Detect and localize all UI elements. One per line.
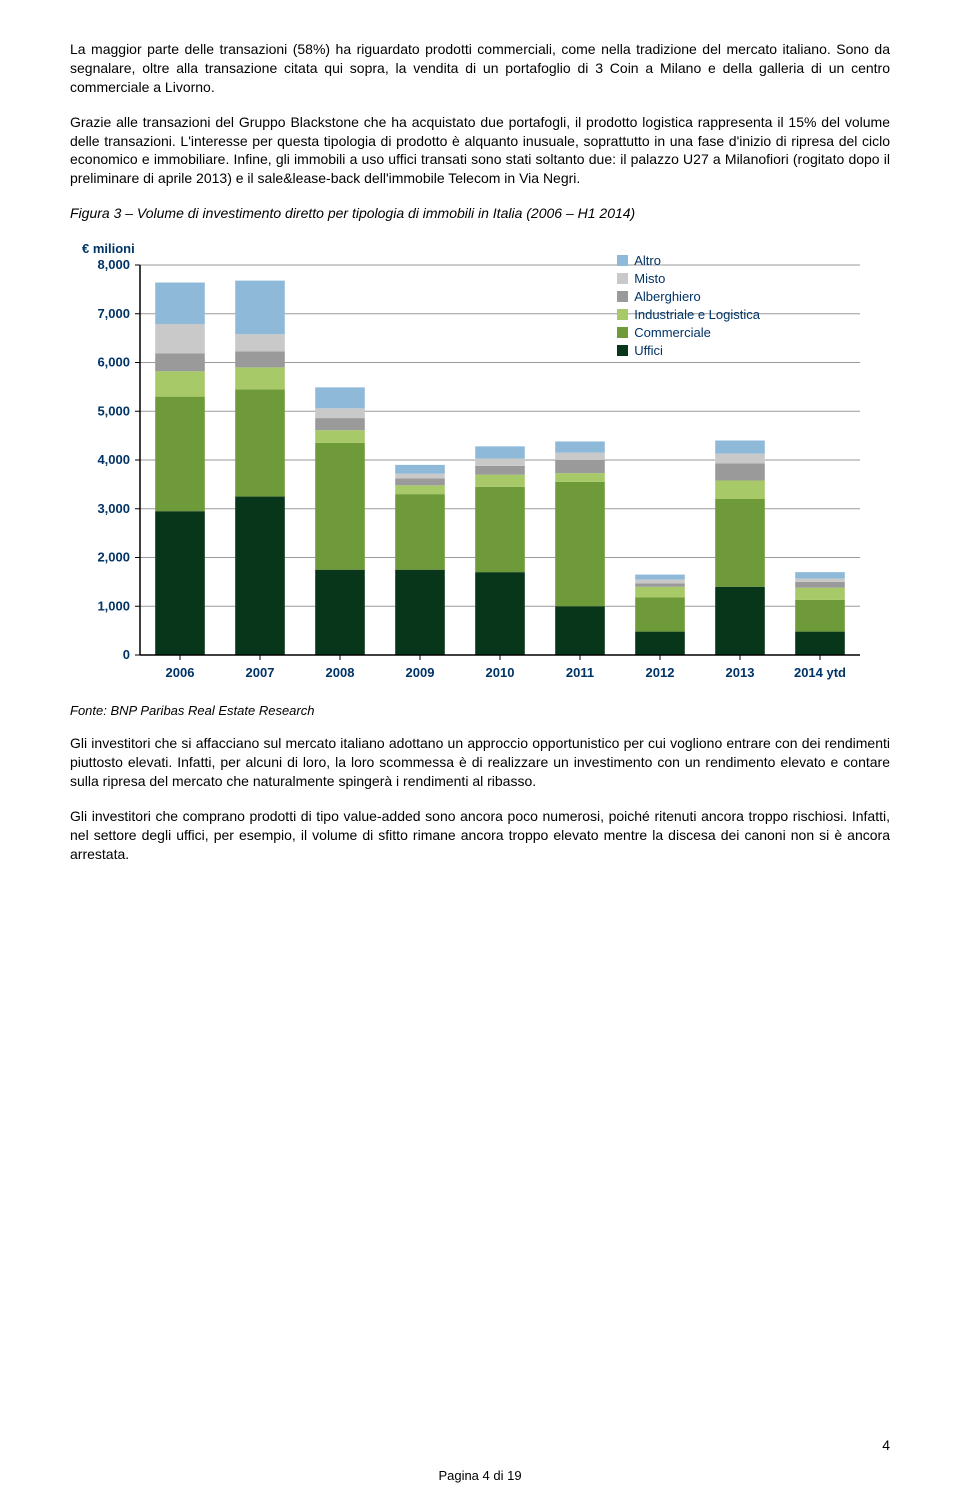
svg-text:2011: 2011 [566,665,594,680]
legend-label: Industriale e Logistica [634,307,760,322]
svg-text:8,000: 8,000 [97,257,130,272]
legend-swatch [617,309,628,320]
legend-item: Alberghiero [617,289,760,304]
svg-text:3,000: 3,000 [97,501,130,516]
svg-text:2010: 2010 [486,665,515,680]
legend-label: Altro [634,253,661,268]
legend-item: Commerciale [617,325,760,340]
legend-swatch [617,291,628,302]
legend-swatch [617,327,628,338]
svg-text:7,000: 7,000 [97,306,130,321]
paragraph-2: Grazie alle transazioni del Gruppo Black… [70,113,890,189]
svg-text:2012: 2012 [646,665,675,680]
legend-item: Altro [617,253,760,268]
legend-label: Uffici [634,343,663,358]
legend-swatch [617,345,628,356]
legend-item: Uffici [617,343,760,358]
legend-swatch [617,255,628,266]
paragraph-3: Gli investitori che si affacciano sul me… [70,734,890,791]
paragraph-1: La maggior parte delle transazioni (58%)… [70,40,890,97]
legend-item: Industriale e Logistica [617,307,760,322]
legend-label: Misto [634,271,665,286]
svg-text:5,000: 5,000 [97,403,130,418]
svg-text:2014 ytd: 2014 ytd [794,665,846,680]
svg-text:2013: 2013 [726,665,755,680]
page-number: 4 [882,1437,890,1453]
svg-text:2006: 2006 [166,665,195,680]
legend-label: Alberghiero [634,289,701,304]
svg-text:2009: 2009 [406,665,435,680]
chart-source: Fonte: BNP Paribas Real Estate Research [70,703,890,718]
svg-text:2,000: 2,000 [97,550,130,565]
svg-text:4,000: 4,000 [97,452,130,467]
svg-text:1,000: 1,000 [97,598,130,613]
svg-text:2007: 2007 [246,665,275,680]
paragraph-4: Gli investitori che comprano prodotti di… [70,807,890,864]
chart-legend: Altro Misto Alberghiero Industriale e Logis… [617,253,760,361]
investment-volume-chart: € milioni 0 1,000 2,000 3,000 4,000 5,000 6,000… [70,235,890,695]
svg-text:2008: 2008 [326,665,355,680]
legend-swatch [617,273,628,284]
legend-item: Misto [617,271,760,286]
page-footer: Pagina 4 di 19 [0,1468,960,1483]
svg-text:€ milioni: € milioni [82,241,135,256]
svg-text:0: 0 [123,647,130,662]
figure-caption: Figura 3 – Volume di investimento dirett… [70,204,890,223]
svg-text:6,000: 6,000 [97,355,130,370]
legend-label: Commerciale [634,325,711,340]
